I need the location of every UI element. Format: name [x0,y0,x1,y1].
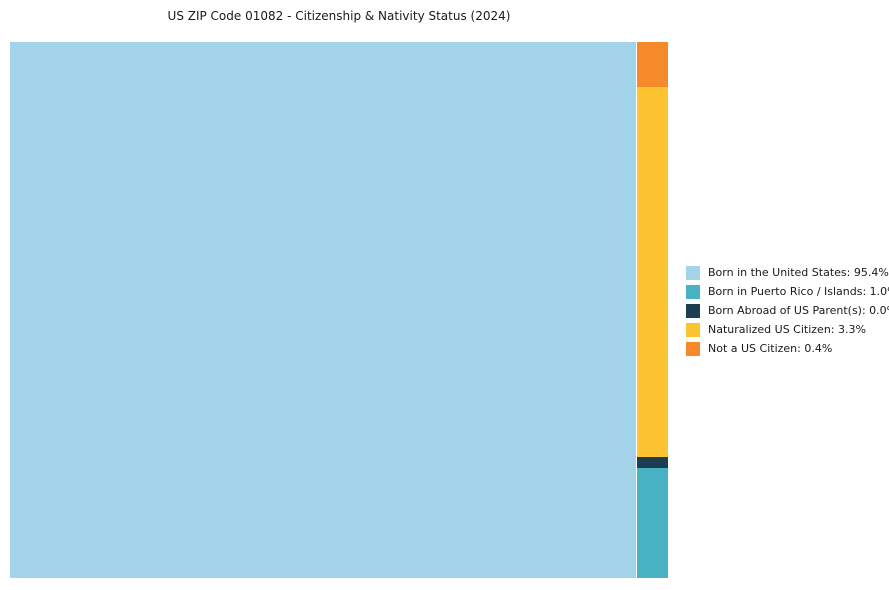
legend-item-not-a-us-citizen: Not a US Citizen: 0.4% [686,342,889,356]
treemap-tile-born-in-puerto-rico-islands [637,468,668,578]
legend-swatch-icon [686,304,700,318]
legend-swatch-icon [686,285,700,299]
treemap-plot-area [10,42,668,578]
legend-label: Not a US Citizen: 0.4% [708,342,833,355]
legend-swatch-icon [686,266,700,280]
legend: Born in the United States: 95.4% Born in… [686,266,889,361]
legend-swatch-icon [686,342,700,356]
treemap-tile-born-abroad-of-us-parents [637,457,668,468]
legend-swatch-icon [686,323,700,337]
treemap-side-column [637,42,668,578]
legend-label: Born Abroad of US Parent(s): 0.0% [708,304,889,317]
legend-label: Born in Puerto Rico / Islands: 1.0% [708,285,889,298]
legend-item-naturalized-us-citizen: Naturalized US Citizen: 3.3% [686,323,889,337]
legend-label: Born in the United States: 95.4% [708,266,889,279]
legend-item-born-abroad-of-us-parents: Born Abroad of US Parent(s): 0.0% [686,304,889,318]
treemap-tile-born-in-united-states [10,42,636,578]
legend-label: Naturalized US Citizen: 3.3% [708,323,866,336]
treemap-tile-naturalized-us-citizen [637,87,668,457]
treemap-tile-not-a-us-citizen [637,42,668,87]
legend-item-born-in-united-states: Born in the United States: 95.4% [686,266,889,280]
chart-title: US ZIP Code 01082 - Citizenship & Nativi… [167,9,511,23]
legend-item-born-in-puerto-rico-islands: Born in Puerto Rico / Islands: 1.0% [686,285,889,299]
